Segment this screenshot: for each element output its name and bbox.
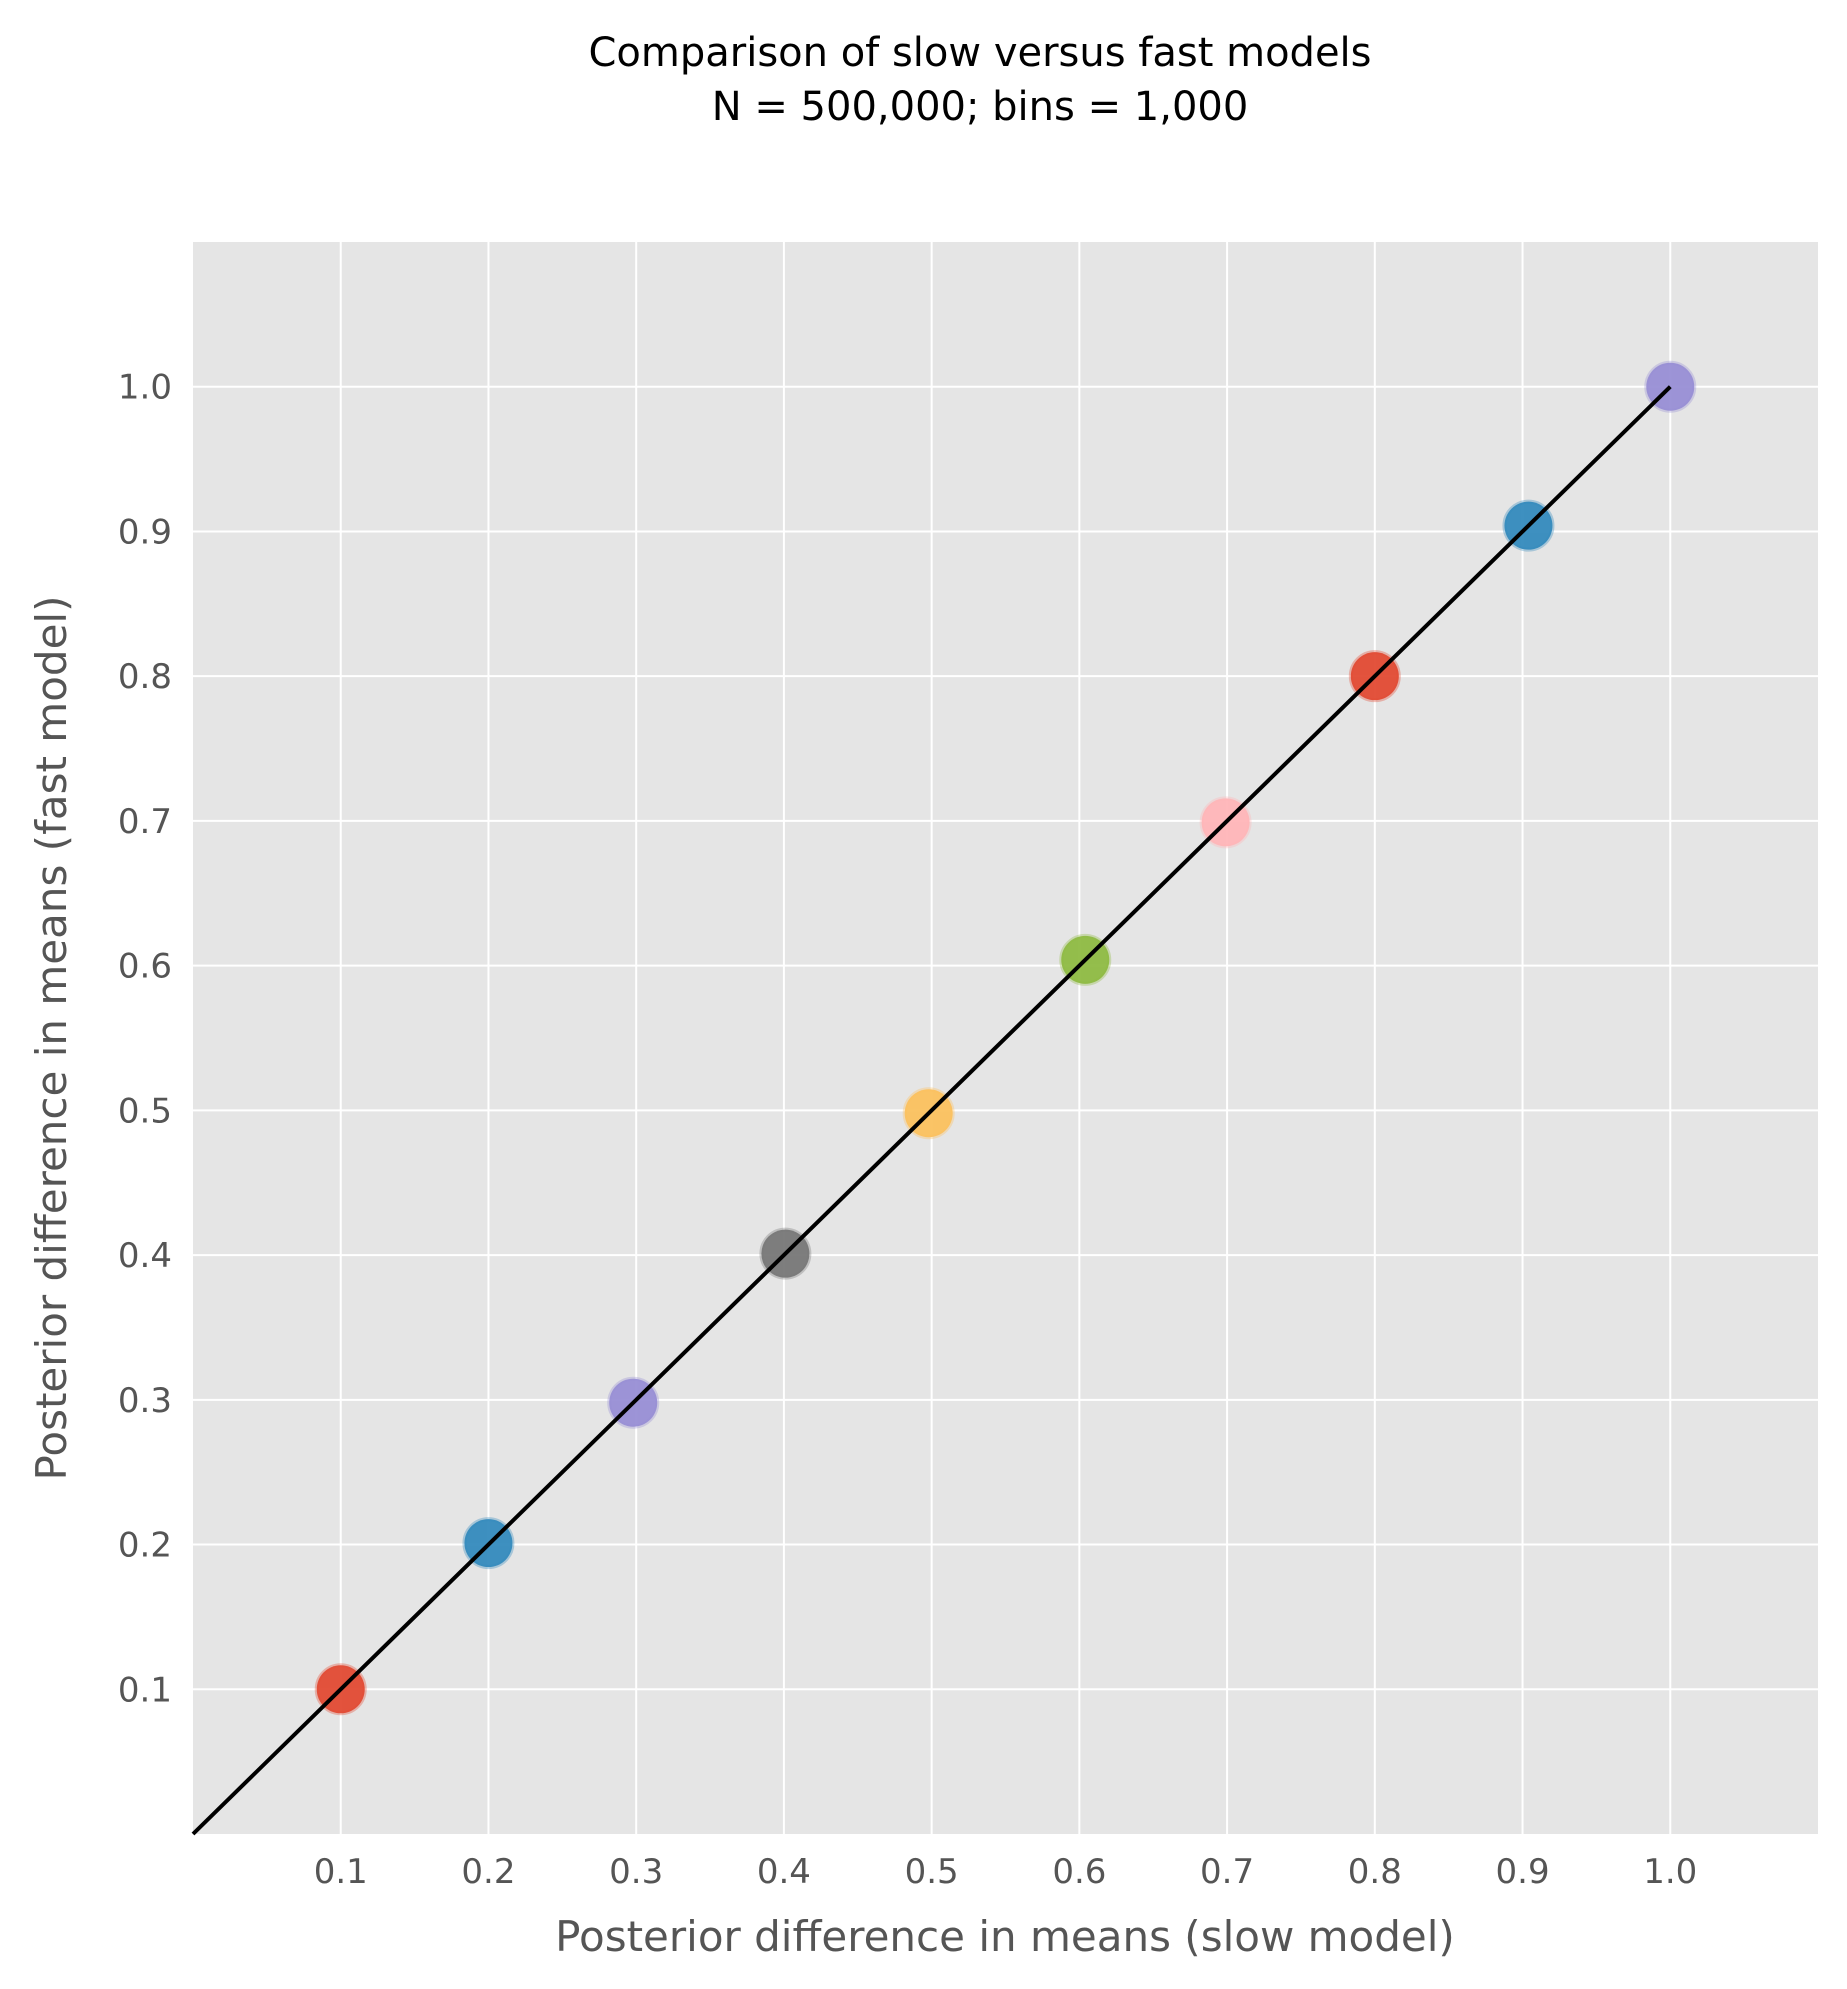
x-tick-label: 0.4 — [757, 1852, 811, 1892]
y-tick-label: 0.3 — [118, 1381, 172, 1421]
x-tick-label: 0.7 — [1200, 1852, 1254, 1892]
y-axis-label: Posterior difference in means (fast mode… — [27, 596, 76, 1481]
y-tick-label: 0.4 — [118, 1236, 172, 1276]
chart-subtitle: N = 500,000; bins = 1,000 — [712, 84, 1249, 130]
x-axis-label: Posterior difference in means (slow mode… — [555, 1912, 1455, 1961]
x-tick-label: 0.3 — [609, 1852, 663, 1892]
y-tick-label: 0.7 — [118, 802, 172, 842]
y-tick-label: 0.9 — [118, 512, 172, 552]
reference-line — [191, 385, 1672, 1836]
y-tick-label: 0.6 — [118, 947, 172, 987]
x-tick-label: 0.8 — [1348, 1852, 1402, 1892]
x-tick-label: 0.5 — [905, 1852, 959, 1892]
y-tick-label: 0.8 — [118, 657, 172, 697]
x-tick-label: 0.2 — [461, 1852, 515, 1892]
x-tick-label: 0.1 — [314, 1852, 368, 1892]
chart-title: Comparison of slow versus fast models — [588, 30, 1371, 76]
reference-line-layer — [191, 385, 1672, 1836]
x-tick-label: 1.0 — [1643, 1852, 1697, 1892]
y-tick-labels: 0.1 0.2 0.3 0.4 0.5 0.6 0.7 0.8 0.9 1.0 — [118, 368, 172, 1711]
y-tick-label: 0.2 — [118, 1526, 172, 1566]
y-tick-label: 1.0 — [118, 368, 172, 408]
x-tick-label: 0.9 — [1496, 1852, 1550, 1892]
y-tick-label: 0.1 — [118, 1670, 172, 1710]
x-tick-labels: 0.1 0.2 0.3 0.4 0.5 0.6 0.7 0.8 0.9 1.0 — [314, 1852, 1698, 1892]
y-tick-label: 0.5 — [118, 1091, 172, 1131]
x-tick-label: 0.6 — [1052, 1852, 1106, 1892]
